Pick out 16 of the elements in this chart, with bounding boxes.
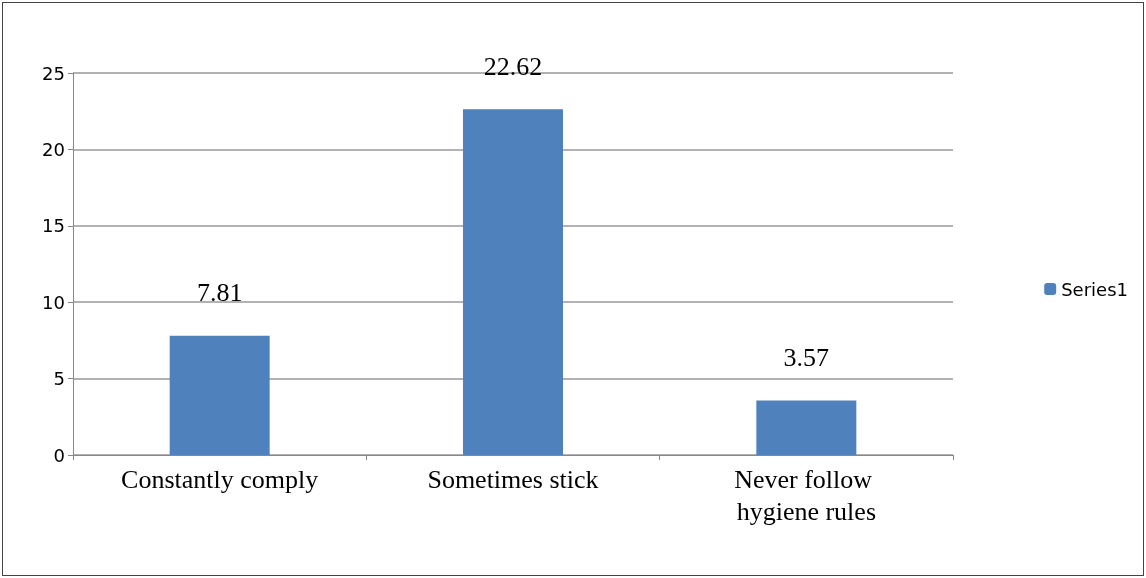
y-tick-label: 20	[42, 138, 65, 160]
y-tick-label: 5	[53, 368, 65, 390]
y-tick-label: 25	[42, 62, 65, 84]
bar	[169, 335, 270, 455]
x-tick-label: Never follow hygiene rules	[734, 464, 879, 526]
bar	[463, 109, 563, 455]
legend-label: Series1	[1061, 278, 1129, 300]
y-tick-label: 10	[42, 291, 65, 313]
x-tick-label: Constantly comply	[121, 464, 319, 494]
x-tick-label: Sometimes stick	[427, 464, 599, 494]
y-tick-label: 15	[42, 215, 65, 237]
bar	[756, 400, 857, 455]
data-label: 7.81	[196, 278, 243, 308]
y-tick-label: 0	[53, 444, 65, 466]
data-label: 3.57	[783, 342, 830, 372]
data-label: 22.62	[483, 51, 543, 81]
